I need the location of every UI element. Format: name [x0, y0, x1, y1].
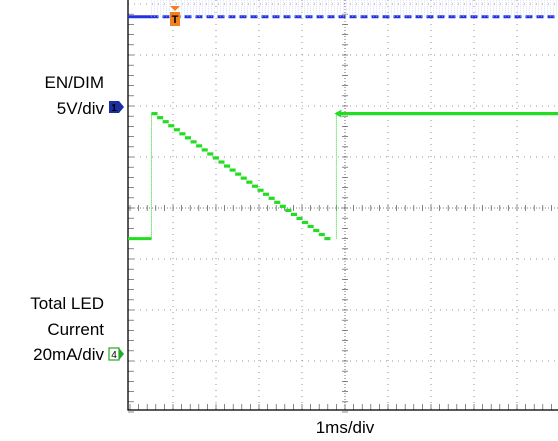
- ch1-marker: 1: [109, 101, 124, 114]
- waveform-traces: [128, 0, 558, 241]
- plot-background: [128, 0, 558, 410]
- plot-frame: [127, 0, 558, 411]
- x-axis-label: 1ms/div: [316, 418, 375, 437]
- ch4-marker: 4: [108, 347, 124, 361]
- trigger-marker-label: T: [172, 14, 179, 26]
- ch1-label-line-2: 5V/div: [57, 99, 105, 118]
- ch1-label-line-1: EN/DIM: [45, 73, 105, 92]
- graticule: [128, 0, 558, 413]
- trigger-marker: T: [170, 6, 180, 26]
- ch1-marker-label: 1: [111, 103, 117, 114]
- ch4-label-line-3: 20mA/div: [33, 345, 104, 364]
- ch4-level-arrow: [334, 109, 342, 118]
- ch4-marker-label: 4: [111, 350, 117, 361]
- ch4-label-line-2: Current: [47, 320, 104, 339]
- ch4-label-line-1: Total LED: [30, 294, 104, 313]
